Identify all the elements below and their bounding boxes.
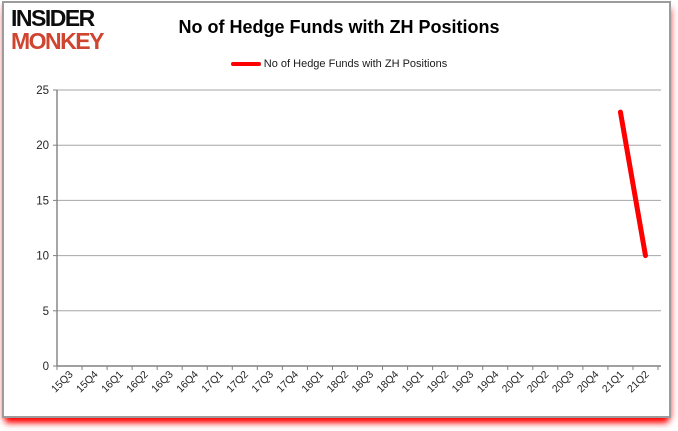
x-tick-label: 15Q3 <box>49 369 76 396</box>
x-tick-label: 15Q4 <box>74 369 101 396</box>
x-tick-label: 18Q1 <box>299 369 326 396</box>
x-tick-label: 20Q3 <box>550 369 577 396</box>
legend-line-swatch <box>230 62 261 66</box>
logo-line-monkey: MONKEY <box>11 27 104 54</box>
x-tick-label: 16Q3 <box>149 369 176 396</box>
x-tick-label: 17Q2 <box>224 369 251 396</box>
chart-card <box>2 1 671 418</box>
insider-monkey-logo: INSIDER MONKEY <box>11 5 104 54</box>
x-tick-label: 19Q4 <box>475 369 502 396</box>
x-tick-label: 18Q3 <box>349 369 376 396</box>
x-tick-label: 20Q2 <box>525 369 552 396</box>
x-tick-label: 16Q4 <box>174 369 201 396</box>
y-tick-label: 25 <box>36 85 49 97</box>
x-tick-label: 19Q2 <box>425 369 452 396</box>
series-line <box>617 109 648 259</box>
x-tick-label: 17Q3 <box>249 369 276 396</box>
x-tick-label: 18Q4 <box>375 369 402 396</box>
x-tick-label: 18Q2 <box>324 369 351 396</box>
logo-line-insider: INSIDER <box>11 5 95 31</box>
x-tick-label: 17Q4 <box>274 369 301 396</box>
x-tick-label: 21Q1 <box>600 369 627 396</box>
x-tick-label: 16Q2 <box>124 369 151 396</box>
legend-label: No of Hedge Funds with ZH Positions <box>263 58 448 70</box>
y-tick-label: 20 <box>36 140 49 152</box>
chart-title: No of Hedge Funds with ZH Positions <box>178 17 500 37</box>
x-tick-label: 20Q4 <box>575 369 602 396</box>
x-tick-label: 21Q2 <box>625 369 652 396</box>
x-tick-label: 16Q1 <box>99 369 126 396</box>
x-tick-label: 20Q1 <box>500 369 527 396</box>
x-tick-label: 19Q1 <box>400 369 427 396</box>
y-tick-label: 15 <box>36 195 49 207</box>
x-tick-label: 19Q3 <box>450 369 477 396</box>
y-tick-label: 0 <box>43 361 49 373</box>
chart-legend: No of Hedge Funds with ZH Positions <box>0 58 678 70</box>
y-tick-label: 5 <box>43 306 49 318</box>
x-tick-label: 17Q1 <box>199 369 226 396</box>
y-tick-label: 10 <box>36 251 49 263</box>
